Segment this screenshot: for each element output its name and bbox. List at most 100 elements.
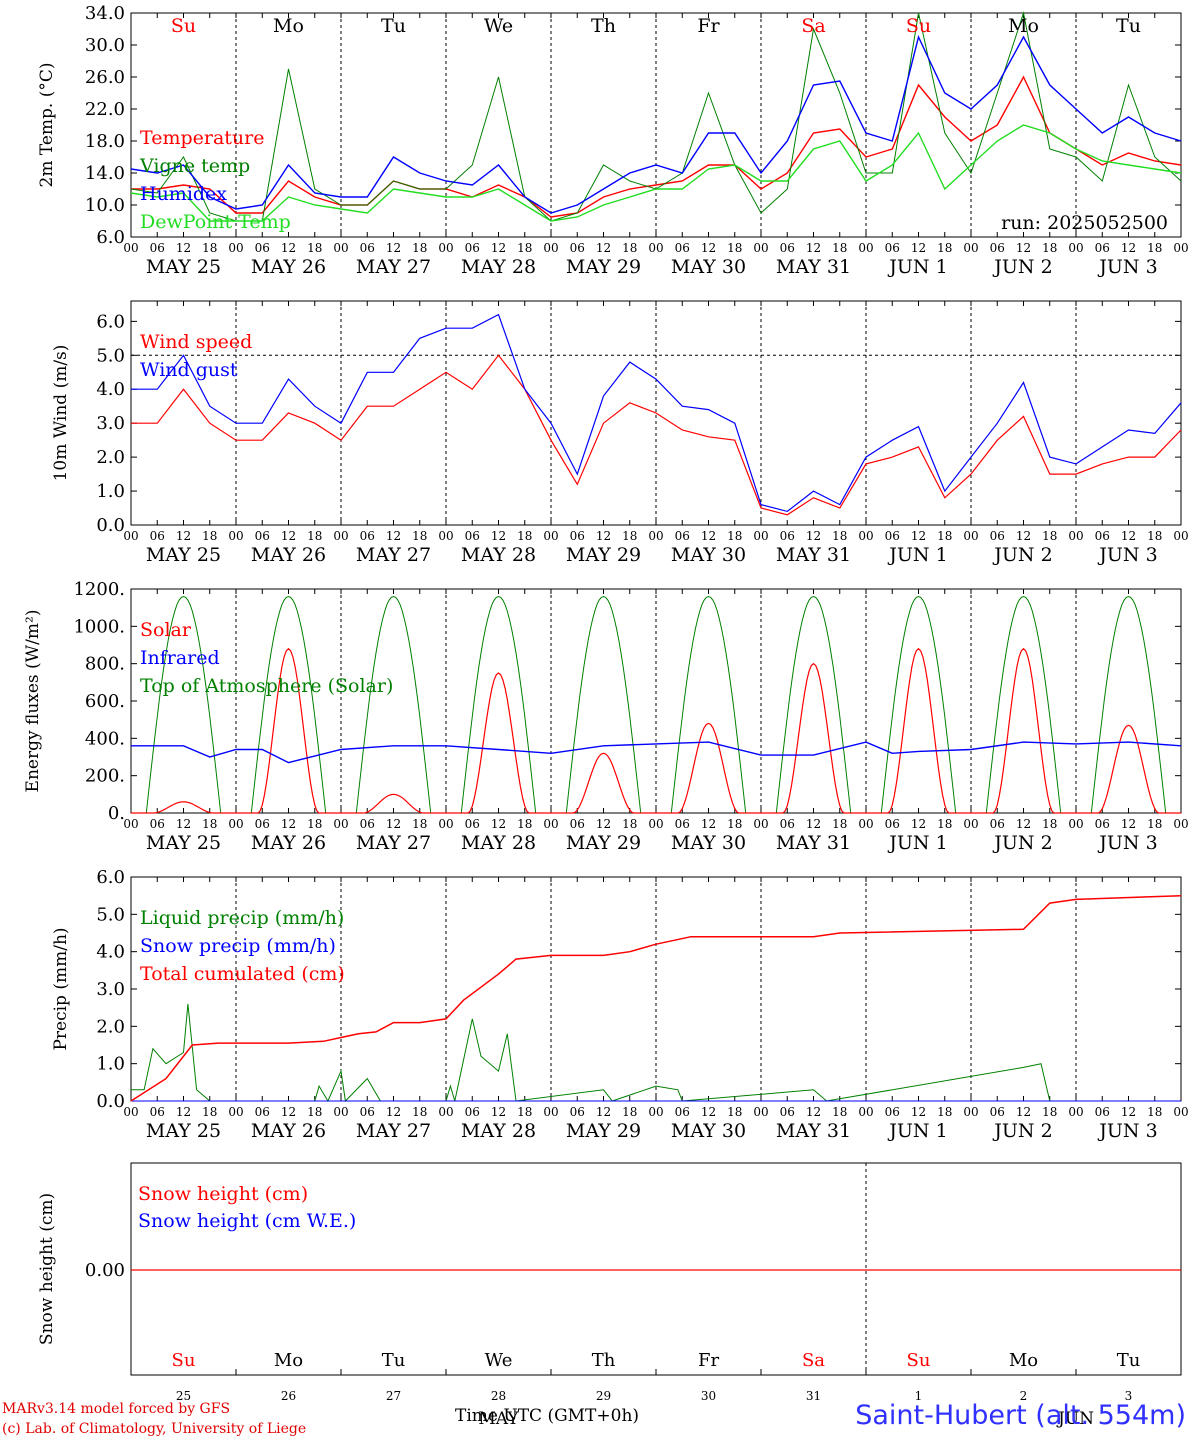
hour-tick-label: 00 xyxy=(333,817,348,831)
day-label: JUN 1 xyxy=(887,1120,947,1142)
day-label: JUN 2 xyxy=(992,256,1052,278)
hour-tick-label: 12 xyxy=(386,817,401,831)
hour-tick-label: 06 xyxy=(570,241,585,255)
hour-tick-label: 18 xyxy=(1147,817,1162,831)
day-label: MAY 29 xyxy=(566,256,641,278)
hour-tick-label: 00 xyxy=(858,817,873,831)
hour-tick-label: 00 xyxy=(438,529,453,543)
hour-tick-label: 00 xyxy=(333,529,348,543)
weekday-label: We xyxy=(484,15,513,37)
day-number: 25 xyxy=(176,1389,191,1403)
day-number: 29 xyxy=(596,1389,611,1403)
day-label: JUN 1 xyxy=(887,256,947,278)
hour-tick-label: 12 xyxy=(806,241,821,255)
y-tick-label: 0.0 xyxy=(96,515,125,536)
hour-tick-label: 00 xyxy=(963,241,978,255)
hour-tick-label: 06 xyxy=(570,529,585,543)
hour-tick-label: 00 xyxy=(1173,817,1188,831)
y-tick-label: 4.0 xyxy=(96,942,125,963)
hour-tick-label: 06 xyxy=(465,241,480,255)
day-label: MAY 26 xyxy=(251,256,326,278)
hour-tick-label: 18 xyxy=(727,817,742,831)
hour-tick-label: 12 xyxy=(911,1105,926,1119)
hour-tick-label: 12 xyxy=(176,529,191,543)
hour-tick-label: 18 xyxy=(412,817,427,831)
hour-tick-label: 06 xyxy=(360,241,375,255)
hour-tick-label: 00 xyxy=(1173,529,1188,543)
day-label: MAY 28 xyxy=(461,832,536,854)
day-label: MAY 30 xyxy=(671,256,746,278)
hour-tick-label: 00 xyxy=(753,529,768,543)
hour-tick-label: 00 xyxy=(333,1105,348,1119)
plot-frame xyxy=(130,588,1182,814)
day-number: 28 xyxy=(491,1389,506,1403)
hour-tick-label: 18 xyxy=(412,529,427,543)
legend-entry: Snow height (cm W.E.) xyxy=(138,1210,356,1232)
hour-tick-label: 18 xyxy=(832,529,847,543)
day-label: JUN 3 xyxy=(1097,256,1157,278)
hour-tick-label: 12 xyxy=(1016,529,1031,543)
month-label: JUN xyxy=(1056,1409,1094,1429)
y-tick-label: 3.0 xyxy=(96,979,125,1000)
day-label: MAY 25 xyxy=(146,1120,221,1142)
hour-tick-label: 06 xyxy=(150,817,165,831)
hour-tick-label: 18 xyxy=(622,817,637,831)
day-label: MAY 29 xyxy=(566,832,641,854)
series-line xyxy=(130,124,1182,222)
hour-tick-label: 18 xyxy=(1042,529,1057,543)
hour-tick-label: 00 xyxy=(123,817,138,831)
hour-tick-label: 18 xyxy=(307,817,322,831)
series-line xyxy=(131,354,1182,516)
hour-tick-label: 00 xyxy=(858,529,873,543)
hour-tick-label: 06 xyxy=(150,241,165,255)
hour-tick-label: 12 xyxy=(386,1105,401,1119)
weekday-label: Sa xyxy=(802,1350,825,1371)
day-label: JUN 3 xyxy=(1097,832,1157,854)
hour-tick-label: 12 xyxy=(701,529,716,543)
day-label: MAY 25 xyxy=(146,832,221,854)
hour-tick-label: 06 xyxy=(780,1105,795,1119)
hour-tick-label: 18 xyxy=(1042,817,1057,831)
y-tick-label: 6.0 xyxy=(96,227,125,248)
y-tick-label: 6.0 xyxy=(96,311,125,332)
day-number: 2 xyxy=(1020,1389,1028,1403)
y-tick-label: 3.0 xyxy=(96,413,125,434)
hour-tick-label: 12 xyxy=(701,817,716,831)
weekday-label: Mo xyxy=(274,1350,303,1371)
hour-tick-label: 06 xyxy=(255,241,270,255)
series-line xyxy=(130,34,1182,214)
station-name: Saint-Hubert (alt. 554m) xyxy=(855,1400,1186,1431)
hour-tick-label: 18 xyxy=(937,817,952,831)
hour-tick-label: 06 xyxy=(465,1105,480,1119)
series-line xyxy=(131,741,1182,764)
hour-tick-label: 18 xyxy=(202,1105,217,1119)
day-number: 27 xyxy=(386,1389,401,1403)
hour-tick-label: 00 xyxy=(123,529,138,543)
hour-tick-label: 00 xyxy=(543,817,558,831)
y-tick-label: 800. xyxy=(85,654,125,675)
hour-tick-label: 06 xyxy=(675,1105,690,1119)
hour-tick-label: 06 xyxy=(1095,529,1110,543)
series-line xyxy=(130,894,1182,1102)
weekday-label: Mo xyxy=(273,15,304,37)
y-tick-label: 200. xyxy=(85,766,125,787)
hour-tick-label: 00 xyxy=(543,529,558,543)
y-tick-label: 400. xyxy=(85,728,125,749)
hour-tick-label: 12 xyxy=(911,529,926,543)
day-label: JUN 2 xyxy=(992,832,1052,854)
day-label: MAY 30 xyxy=(671,1120,746,1142)
day-label: JUN 3 xyxy=(1097,544,1157,566)
hour-tick-label: 00 xyxy=(1173,1105,1188,1119)
hour-tick-label: 12 xyxy=(806,529,821,543)
hour-tick-label: 12 xyxy=(596,1105,611,1119)
hour-tick-label: 12 xyxy=(596,529,611,543)
y-tick-label: 5.0 xyxy=(96,345,125,366)
hour-tick-label: 12 xyxy=(281,529,296,543)
y-tick-label: 1.0 xyxy=(96,1054,125,1075)
hour-tick-label: 06 xyxy=(675,529,690,543)
legend-entry: Temperature xyxy=(140,127,264,149)
hour-tick-label: 06 xyxy=(1095,241,1110,255)
legend-entry: Wind speed xyxy=(140,331,252,353)
hour-tick-label: 06 xyxy=(570,1105,585,1119)
hour-tick-label: 00 xyxy=(753,241,768,255)
